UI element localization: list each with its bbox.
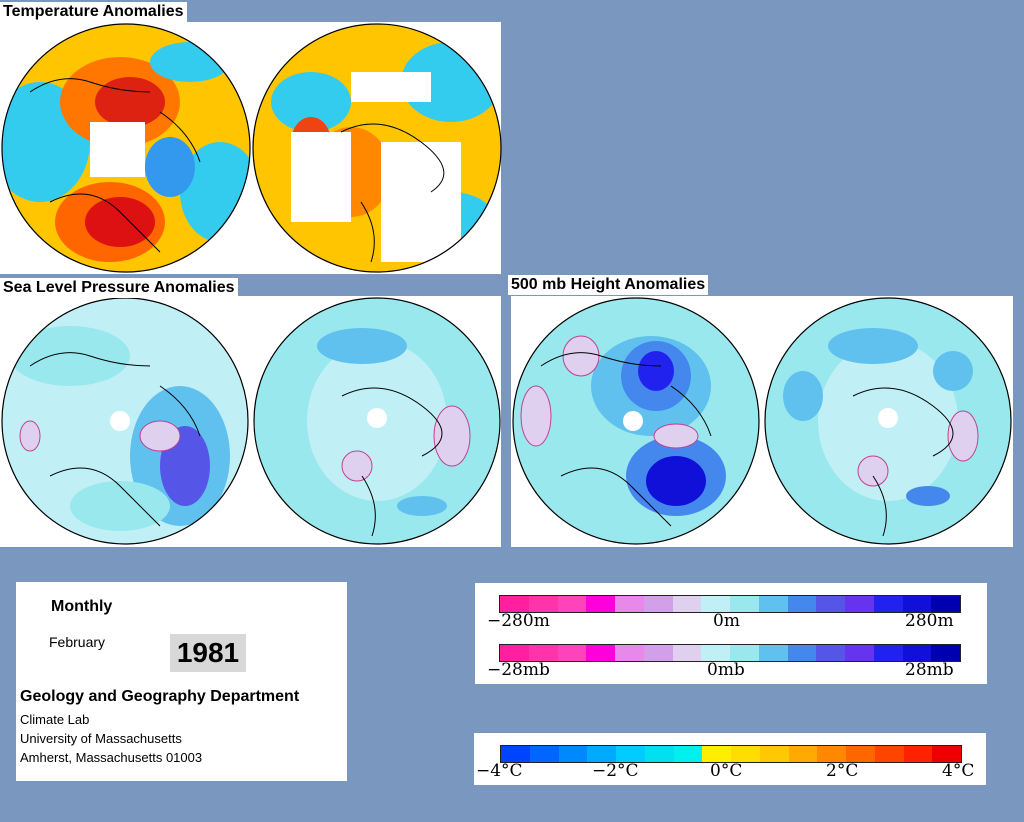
height-color-bar [499, 595, 961, 613]
university-label: University of Massachusetts [20, 731, 182, 746]
temperature-swatch-1 [529, 746, 559, 762]
temperature-panel [0, 22, 502, 274]
height-swatch-0 [500, 596, 529, 612]
height-swatch-15 [931, 596, 960, 612]
slp-panel [0, 296, 501, 547]
temperature-swatch-0 [501, 746, 530, 762]
temperature-swatch-6 [673, 746, 703, 762]
temperature-swatch-14 [903, 746, 933, 762]
height-swatch-2 [557, 596, 587, 612]
height-mid-label: 0m [713, 611, 740, 631]
pressure-mid-label: 0mb [707, 660, 745, 680]
height-swatch-9 [758, 596, 788, 612]
height-min-label: −280m [487, 611, 550, 631]
pressure-swatch-0 [500, 645, 529, 661]
temperature-swatch-2 [558, 746, 588, 762]
pressure-swatch-8 [730, 645, 759, 661]
height-swatch-14 [902, 596, 932, 612]
temperature-label-0: −4°C [476, 761, 523, 781]
pressure-swatch-10 [787, 645, 817, 661]
height-swatch-13 [873, 596, 903, 612]
address-label: Amherst, Massachusetts 01003 [20, 750, 203, 765]
pressure-color-bar [499, 644, 961, 662]
height-swatch-5 [643, 596, 673, 612]
pressure-swatch-1 [528, 645, 558, 661]
temperature-swatch-15 [932, 746, 961, 762]
height-max-label: 280m [905, 611, 954, 631]
temperature-label-4: 4°C [942, 761, 975, 781]
pressure-swatch-2 [557, 645, 587, 661]
height500-nh-globe [512, 297, 760, 545]
pressure-swatch-13 [873, 645, 903, 661]
temperature-swatch-4 [616, 746, 645, 762]
temperature-nh-globe [1, 23, 251, 273]
pressure-swatch-3 [586, 645, 615, 661]
temperature-swatch-12 [846, 746, 875, 762]
height-swatch-7 [701, 596, 730, 612]
height500-title: 500 mb Height Anomalies [508, 275, 709, 295]
pressure-swatch-9 [758, 645, 788, 661]
temperature-legend: −4°C −2°C 0°C 2°C 4°C [474, 733, 986, 785]
height-swatch-1 [528, 596, 558, 612]
temperature-color-bar [500, 745, 962, 763]
height500-panel [511, 296, 1013, 547]
temperature-swatch-9 [759, 746, 789, 762]
pressure-swatch-12 [845, 645, 874, 661]
temperature-label-2: 0°C [710, 761, 743, 781]
info-box: Monthly February 1981 Geology and Geogra… [16, 582, 347, 781]
lab-label: Climate Lab [20, 712, 90, 727]
temperature-swatch-5 [644, 746, 674, 762]
slp-sh-globe [253, 297, 501, 545]
temperature-title: Temperature Anomalies [0, 2, 187, 22]
pressure-swatch-6 [672, 645, 702, 661]
month-label: February [49, 634, 106, 650]
temperature-swatch-3 [587, 746, 616, 762]
temperature-swatch-13 [874, 746, 904, 762]
height500-sh-globe [764, 297, 1012, 545]
temperature-label-3: 2°C [826, 761, 859, 781]
pressure-swatch-5 [643, 645, 673, 661]
period-label: Monthly [51, 598, 113, 615]
pressure-swatch-7 [701, 645, 730, 661]
temperature-swatch-7 [702, 746, 731, 762]
pressure-swatch-4 [615, 645, 644, 661]
height-swatch-3 [586, 596, 615, 612]
temperature-label-1: −2°C [592, 761, 639, 781]
pressure-swatch-14 [902, 645, 932, 661]
pressure-swatch-11 [816, 645, 845, 661]
height-swatch-8 [730, 596, 759, 612]
pressure-max-label: 28mb [905, 660, 954, 680]
temperature-swatch-11 [817, 746, 846, 762]
height-swatch-10 [787, 596, 817, 612]
pressure-min-label: −28mb [487, 660, 550, 680]
height-swatch-12 [845, 596, 874, 612]
year-label: 1981 [170, 634, 246, 672]
slp-title: Sea Level Pressure Anomalies [0, 278, 238, 298]
pressure-swatch-15 [931, 645, 960, 661]
height-swatch-11 [816, 596, 845, 612]
slp-nh-globe [1, 297, 249, 545]
height-pressure-legend: −280m 0m 280m −28mb 0mb 28mb [475, 583, 987, 684]
temperature-swatch-10 [788, 746, 818, 762]
height-swatch-6 [672, 596, 702, 612]
temperature-sh-globe [252, 23, 502, 273]
department-label: Geology and Geography Department [20, 688, 300, 705]
temperature-swatch-8 [731, 746, 760, 762]
height-swatch-4 [615, 596, 644, 612]
